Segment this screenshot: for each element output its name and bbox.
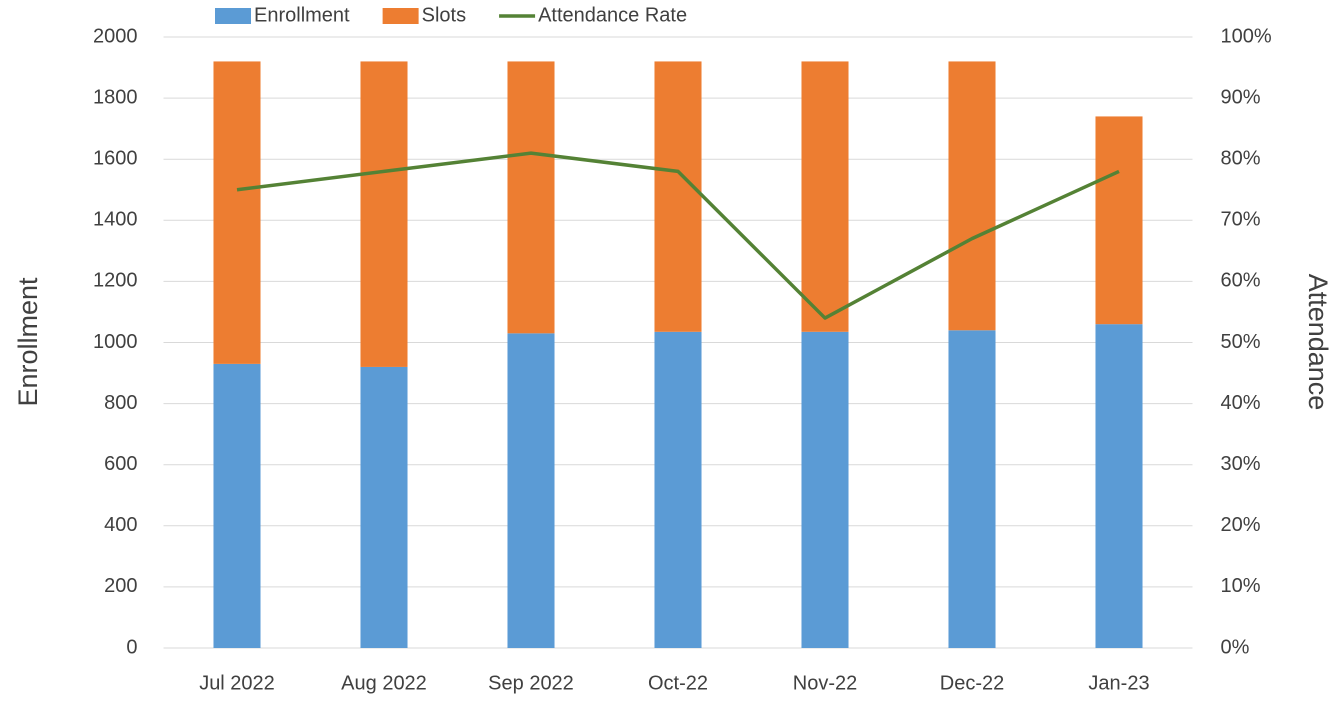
bar [948, 61, 996, 331]
y-axis-title: Enrollment [13, 277, 43, 407]
bar [801, 331, 849, 648]
y2-tick-label: 10% [1221, 575, 1261, 597]
legend-label: Attendance Rate [538, 4, 687, 26]
line-series [236, 151, 1120, 320]
y-tick-label: 1000 [93, 331, 138, 353]
y-tick-label: 1600 [93, 147, 138, 169]
y2-tick-label: 30% [1221, 453, 1261, 475]
y2-axis-title: Attendance [1303, 274, 1333, 411]
y-tick-label: 1400 [93, 209, 138, 231]
x-tick-label: Dec-22 [940, 672, 1004, 694]
y-tick-label: 200 [104, 575, 137, 597]
x-tick-label: Jul 2022 [199, 672, 275, 694]
bar [654, 331, 702, 648]
legend-label: Slots [422, 4, 466, 26]
bar [213, 363, 261, 648]
y-tick-label: 1800 [93, 86, 138, 108]
y2-tick-label: 60% [1221, 270, 1261, 292]
y-tick-label: 800 [104, 392, 137, 414]
x-tick-label: Sep 2022 [488, 672, 574, 694]
legend-label: Enrollment [254, 4, 350, 26]
x-tick-label: Aug 2022 [341, 672, 427, 694]
y-tick-label: 600 [104, 453, 137, 475]
bar [213, 61, 261, 364]
y2-tick-label: 80% [1221, 147, 1261, 169]
y-tick-label: 2000 [93, 25, 138, 47]
bar [507, 333, 555, 648]
y2-tick-label: 40% [1221, 392, 1261, 414]
bar [1095, 116, 1143, 325]
bar [507, 61, 555, 334]
y-tick-label: 1200 [93, 270, 138, 292]
y2-tick-label: 0% [1221, 636, 1250, 658]
y-tick-label: 0 [126, 636, 137, 658]
bar [654, 61, 702, 332]
y-tick-label: 400 [104, 514, 137, 536]
bar [948, 330, 996, 648]
y2-tick-label: 20% [1221, 514, 1261, 536]
y2-tick-label: 90% [1221, 86, 1261, 108]
bar [801, 61, 849, 332]
bar [1095, 324, 1143, 648]
legend-swatch [215, 8, 251, 24]
x-tick-label: Jan-23 [1088, 672, 1149, 694]
legend-swatch [382, 8, 419, 24]
y2-tick-label: 100% [1221, 25, 1272, 47]
y2-tick-label: 70% [1221, 209, 1261, 231]
bar [360, 366, 408, 648]
y2-tick-label: 50% [1221, 331, 1261, 353]
x-tick-label: Nov-22 [793, 672, 857, 694]
x-tick-label: Oct-22 [648, 672, 708, 694]
bar [360, 61, 408, 367]
